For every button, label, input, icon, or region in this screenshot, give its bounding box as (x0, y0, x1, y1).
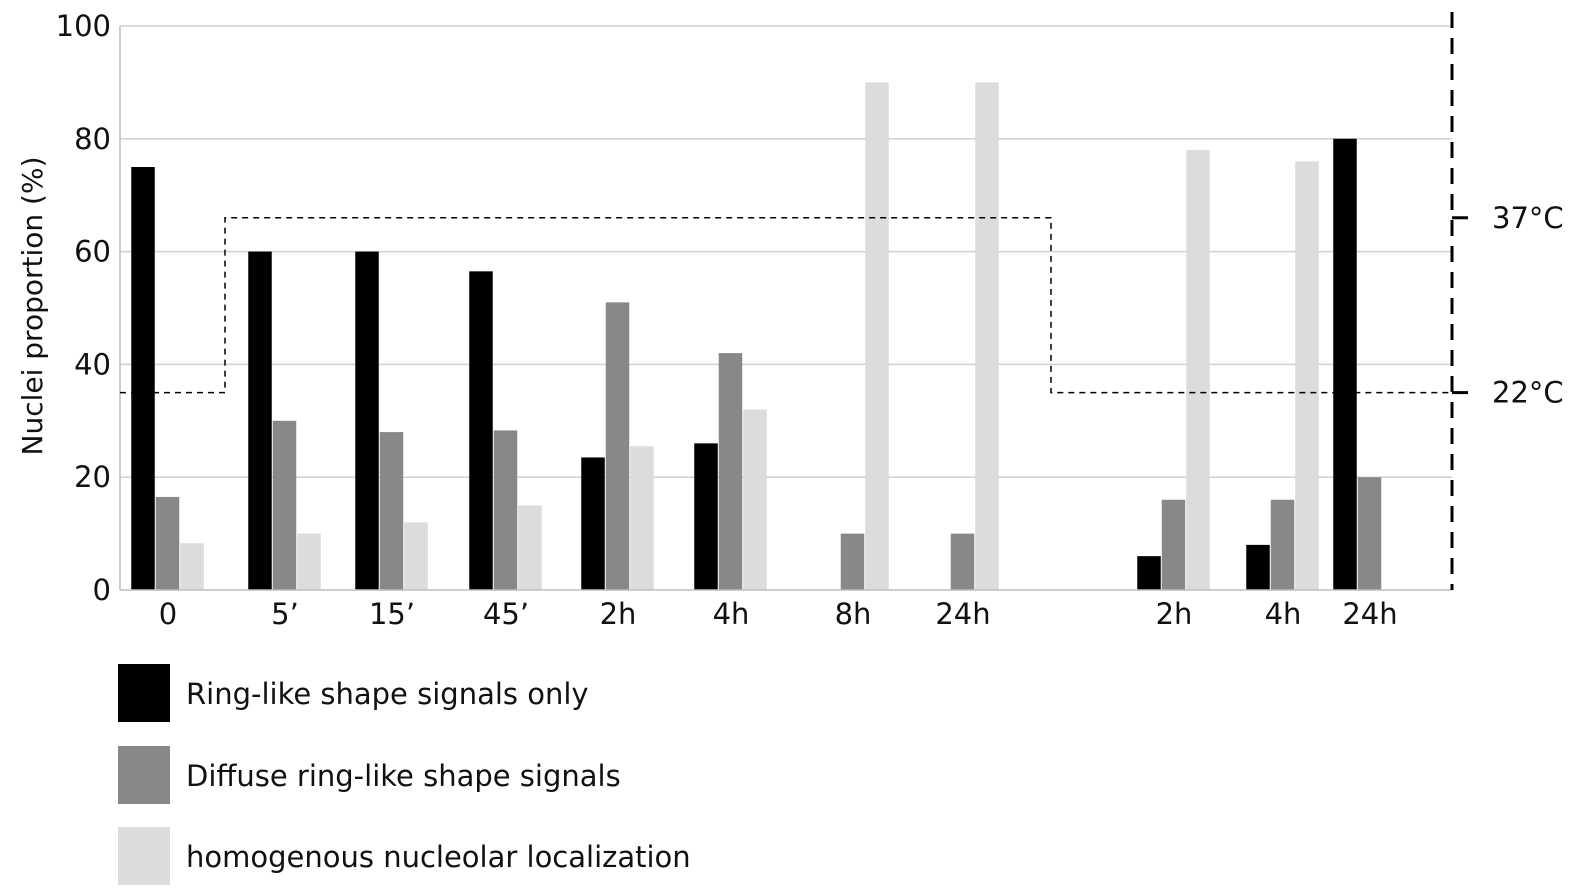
bar (1357, 477, 1382, 590)
legend-swatch (118, 827, 170, 885)
bar (155, 496, 180, 590)
bar (975, 82, 999, 591)
bar (272, 420, 297, 590)
bars (131, 82, 1382, 591)
legend-swatch (118, 664, 170, 722)
x-tick-label: 2h (600, 597, 637, 631)
bar (694, 443, 718, 590)
y-tick-label: 40 (74, 347, 111, 381)
bar (840, 533, 865, 590)
y-tick-label: 0 (93, 573, 111, 607)
bar (518, 505, 542, 590)
x-tick-label: 0 (159, 597, 177, 631)
temperature-label: 37°C (1492, 201, 1564, 235)
bar (630, 446, 654, 590)
bar (1270, 499, 1295, 590)
bar (581, 457, 605, 590)
bar (1161, 499, 1186, 590)
y-tick-label: 80 (74, 122, 111, 156)
temperature-profile: 37°C 22°C (120, 12, 1564, 590)
y-tick-label: 60 (74, 235, 111, 269)
legend-label: Ring-like shape signals only (186, 677, 589, 711)
bar (404, 522, 428, 590)
y-tick-label: 20 (74, 460, 111, 494)
bar (743, 409, 767, 590)
bar (297, 533, 321, 590)
x-tick-label: 15’ (369, 597, 415, 631)
gridlines (120, 25, 1452, 478)
bar (1333, 138, 1357, 591)
bar (1137, 556, 1161, 590)
bar (718, 353, 743, 590)
x-tick-label: 8h (835, 597, 872, 631)
x-tick-label: 5’ (271, 597, 299, 631)
bar (1186, 150, 1210, 590)
bar (355, 251, 379, 590)
temperature-step-line (120, 217, 1452, 394)
tick-labels: 0 20 40 60 80 100 0 5’ 15’ 45’ 2h 4h 8h 24h 2h 4h 24h (56, 9, 1398, 631)
legend-label: homogenous nucleolar localization (186, 840, 691, 874)
y-tick-label: 100 (56, 9, 111, 43)
legend: Ring-like shape signals only Diffuse ring… (118, 664, 691, 885)
bar (379, 432, 404, 590)
bar (180, 543, 204, 590)
bar (493, 430, 518, 590)
x-tick-label: 45’ (483, 597, 529, 631)
x-tick-label: 4h (713, 597, 750, 631)
bar (605, 302, 630, 590)
bar (469, 271, 493, 590)
bar (1295, 161, 1319, 591)
legend-swatch (118, 746, 170, 804)
x-tick-label: 24h (1342, 597, 1397, 631)
bar (950, 533, 975, 590)
bar (1246, 544, 1270, 590)
y-axis-label: Nuclei proportion (%) (16, 157, 49, 456)
axes (119, 26, 1452, 591)
x-tick-label: 4h (1265, 597, 1302, 631)
bar (131, 167, 155, 590)
bar (865, 82, 889, 591)
x-tick-label: 2h (1156, 597, 1193, 631)
legend-label: Diffuse ring-like shape signals (186, 759, 621, 793)
x-tick-label: 24h (935, 597, 990, 631)
temperature-label: 22°C (1492, 376, 1564, 410)
bar (248, 251, 272, 590)
